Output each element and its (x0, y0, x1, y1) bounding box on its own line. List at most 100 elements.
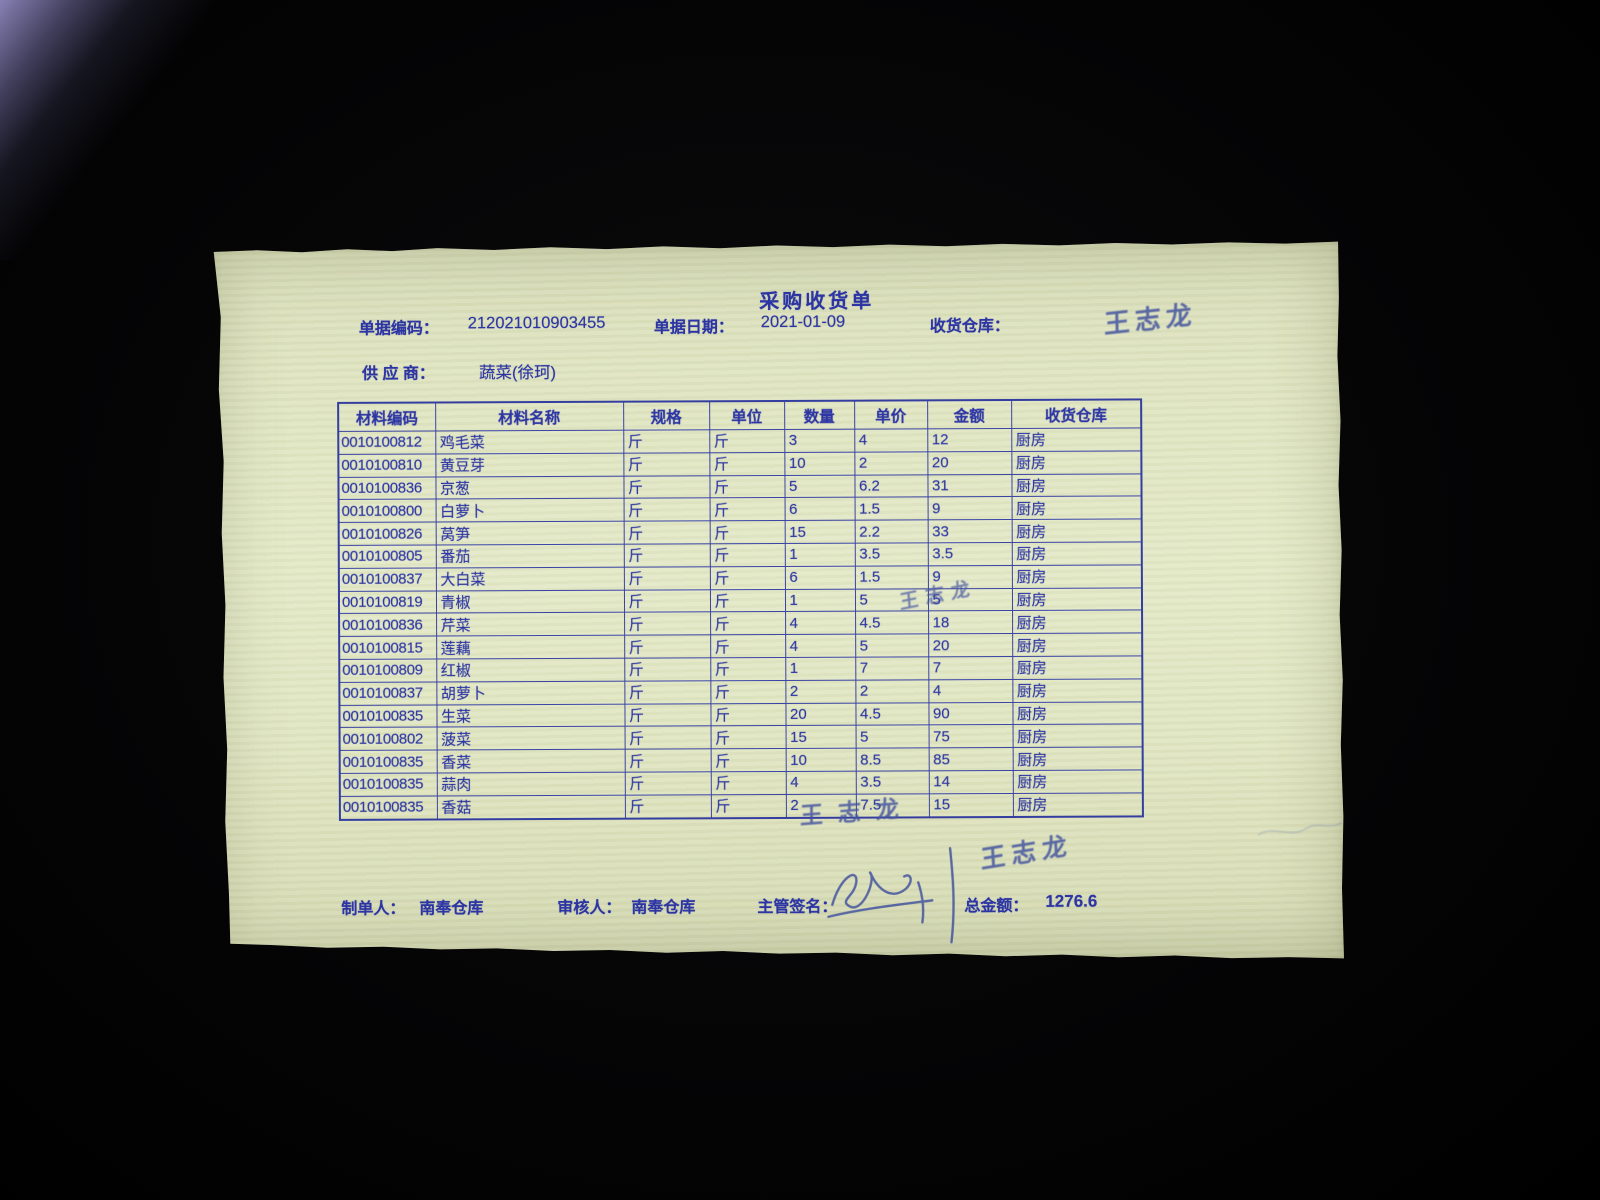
column-header: 规格 (623, 401, 709, 430)
cell-quantity: 3 (784, 429, 854, 452)
cell-unit: 斤 (710, 521, 785, 544)
faint-scribble (1254, 813, 1349, 847)
cell-unit-price: 7 (855, 657, 928, 680)
table-row: 0010100802 菠菜斤斤 15 5 75 厨房 (340, 724, 1143, 750)
cell-quantity: 15 (786, 726, 856, 749)
cell-material-name: 莲藕 (436, 635, 624, 659)
cell-unit-price: 4 (854, 429, 927, 452)
cell-unit: 斤 (711, 794, 786, 818)
column-header: 材料编码 (338, 402, 435, 431)
cell-material-code: 0010100835 (340, 796, 437, 820)
cell-warehouse: 厨房 (1011, 474, 1141, 497)
cell-spec: 斤 (625, 795, 711, 819)
cell-amount: 12 (927, 428, 1011, 451)
supplier-value: 蔬菜(徐珂) (478, 363, 557, 383)
cell-unit: 斤 (710, 703, 785, 726)
cell-warehouse: 厨房 (1012, 587, 1142, 610)
cell-material-code: 0010100810 (338, 454, 435, 477)
cell-unit-price: 2 (854, 452, 927, 475)
table-row: 0010100836 京葱斤斤 5 6.2 31 厨房 (338, 474, 1141, 500)
cell-spec: 斤 (623, 475, 709, 498)
table-row: 0010100826 莴笋斤斤 15 2.2 33 厨房 (339, 519, 1142, 545)
cell-quantity: 4 (786, 771, 856, 794)
cell-unit-price: 4.5 (855, 611, 928, 634)
cell-material-code: 0010100802 (340, 727, 437, 750)
cell-warehouse: 厨房 (1013, 747, 1143, 770)
cell-unit: 斤 (709, 475, 784, 498)
cell-spec: 斤 (623, 430, 709, 453)
cell-material-code: 0010100805 (339, 545, 436, 568)
cell-material-name: 芹菜 (436, 613, 624, 637)
cell-warehouse: 厨房 (1012, 496, 1142, 519)
cell-unit: 斤 (710, 543, 785, 566)
cell-material-name: 番茄 (436, 544, 624, 568)
cell-unit-price: 5 (856, 725, 929, 748)
receipt-title: 采购收货单 (759, 290, 875, 314)
cell-unit: 斤 (710, 635, 785, 658)
cell-amount: 20 (927, 451, 1011, 474)
cell-spec: 斤 (624, 658, 710, 681)
cell-spec: 斤 (624, 612, 710, 635)
table-row: 0010100800 白萝卜斤斤 6 1.5 9 厨房 (339, 496, 1142, 522)
cell-quantity: 15 (785, 520, 855, 543)
cell-material-name: 香菇 (437, 795, 625, 819)
cell-quantity: 4 (785, 612, 855, 635)
cell-material-name: 菠菜 (437, 727, 625, 751)
cell-material-code: 0010100836 (338, 477, 435, 500)
cell-unit: 斤 (711, 771, 786, 794)
doc-code-label: 单据编码： (358, 320, 439, 338)
cell-spec: 斤 (624, 567, 710, 590)
total-amount-label: 总金额： (964, 897, 1029, 916)
column-header: 单价 (854, 400, 927, 429)
cell-material-name: 胡萝卜 (436, 681, 624, 705)
cell-unit: 斤 (710, 680, 785, 703)
table-row: 0010100805 番茄斤斤 1 3.5 3.5 厨房 (339, 542, 1142, 568)
cell-material-code: 0010100835 (340, 773, 437, 796)
cell-material-name: 蒜肉 (437, 772, 625, 796)
doc-code-value: 212021010903455 (467, 313, 606, 333)
cell-spec: 斤 (624, 703, 710, 726)
light-leak-glow (0, 0, 320, 260)
total-amount-value: 1276.6 (1045, 891, 1098, 911)
cell-unit: 斤 (710, 657, 785, 680)
cell-warehouse: 厨房 (1012, 519, 1142, 542)
cell-unit-price: 3.5 (855, 543, 928, 566)
cell-material-code: 0010100837 (339, 568, 436, 591)
cell-warehouse: 厨房 (1013, 770, 1143, 793)
cell-warehouse: 厨房 (1013, 724, 1143, 747)
cell-unit-price: 6.2 (854, 474, 927, 497)
supervisor-signature (814, 842, 984, 948)
cell-material-name: 莴笋 (436, 521, 624, 545)
table-row: 0010100837 胡萝卜斤斤 2 2 4 厨房 (339, 679, 1142, 705)
cell-amount: 33 (928, 520, 1012, 543)
auditor-label: 审核人： (557, 899, 622, 917)
cell-material-code: 0010100826 (339, 522, 436, 545)
maker-label: 制单人： (341, 900, 406, 918)
cell-unit: 斤 (711, 726, 786, 749)
cell-quantity: 1 (785, 543, 855, 566)
cell-unit: 斤 (709, 429, 784, 452)
cell-amount: 90 (928, 702, 1012, 725)
cell-unit: 斤 (709, 452, 784, 475)
cell-quantity: 2 (785, 680, 855, 703)
cell-spec: 斤 (623, 453, 709, 476)
cell-amount: 4 (928, 679, 1012, 702)
cell-unit-price: 5 (855, 634, 928, 657)
cell-material-name: 青椒 (436, 590, 624, 614)
table-row: 0010100835 香菜斤斤 10 8.5 85 厨房 (340, 747, 1143, 773)
cell-unit-price: 2.2 (855, 520, 928, 543)
table-row: 0010100836 芹菜斤斤 4 4.5 18 厨房 (339, 610, 1142, 636)
cell-unit-price: 8.5 (856, 748, 929, 771)
maker-value: 南奉仓库 (419, 900, 484, 918)
cell-quantity: 6 (785, 566, 855, 589)
table-row: 0010100812 鸡毛菜斤斤 3 4 12 厨房 (338, 428, 1141, 454)
cell-spec: 斤 (624, 521, 710, 544)
cell-amount: 15 (929, 793, 1013, 817)
cell-warehouse: 厨房 (1012, 656, 1142, 679)
table-row: 0010100815 莲藕斤斤 4 5 20 厨房 (339, 633, 1142, 659)
cell-material-code: 0010100800 (339, 499, 436, 522)
cell-amount: 85 (929, 748, 1013, 771)
table-row: 0010100835 香菇斤斤 2 7.5 15 厨房 (340, 793, 1143, 820)
column-header: 材料名称 (435, 402, 623, 431)
